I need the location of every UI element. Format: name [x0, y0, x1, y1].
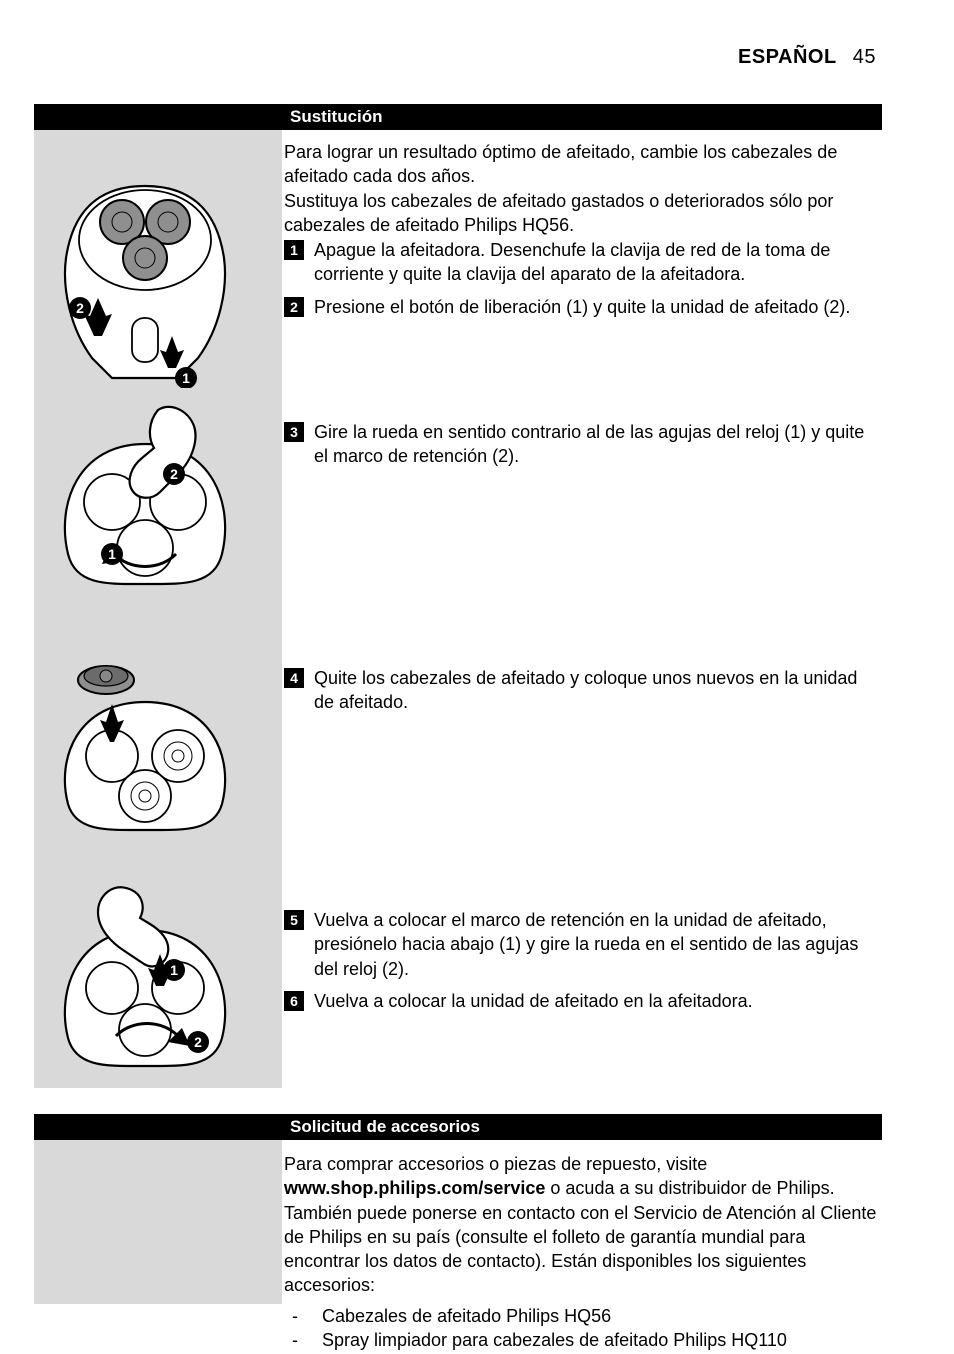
svg-text:1: 1: [108, 546, 116, 562]
bullet-dash-icon: -: [292, 1328, 322, 1352]
bullet-text: Spray limpiador para cabezales de afeita…: [322, 1328, 787, 1352]
section2-content: Para comprar accesorios o piezas de repu…: [284, 1152, 880, 1352]
illus-label-2: 2: [76, 300, 84, 316]
step-text: Vuelva a colocar la unidad de afeitado e…: [314, 989, 880, 1013]
step-1: 1 Apague la afeitadora. Desenchufe la cl…: [284, 238, 880, 287]
steps-group-a: 1 Apague la afeitadora. Desenchufe la cl…: [284, 238, 880, 327]
header-page-number: 45: [853, 46, 876, 68]
step-badge: 4: [284, 668, 304, 688]
step-badge: 6: [284, 991, 304, 1011]
illustration-shaver-release: 2 1: [48, 178, 242, 388]
step-badge: 2: [284, 297, 304, 317]
step-text: Vuelva a colocar el marco de retención e…: [314, 908, 880, 981]
accessories-list: - Cabezales de afeitado Philips HQ56 - S…: [284, 1304, 880, 1353]
step-badge: 1: [284, 240, 304, 260]
illustration-turn-wheel: 1 2: [48, 404, 242, 594]
step-5: 5 Vuelva a colocar el marco de retención…: [284, 908, 880, 981]
svg-text:2: 2: [170, 466, 178, 482]
step-3: 3 Gire la rueda en sentido contrario al …: [284, 420, 880, 469]
step-4: 4 Quite los cabezales de afeitado y colo…: [284, 666, 880, 715]
bullet-dash-icon: -: [292, 1304, 322, 1328]
steps-group-d: 5 Vuelva a colocar el marco de retención…: [284, 908, 880, 1021]
section1-intro: Para lograr un resultado óptimo de afeit…: [284, 140, 880, 237]
illustration-remove-heads: [48, 646, 242, 836]
accessories-intro: Para comprar accesorios o piezas de repu…: [284, 1152, 880, 1298]
intro-pre: Para comprar accesorios o piezas de repu…: [284, 1154, 707, 1174]
section-title-replacement: Sustitución: [34, 104, 882, 130]
illustration-replace-frame: 1 2: [48, 884, 242, 1074]
step-text: Gire la rueda en sentido contrario al de…: [314, 420, 880, 469]
list-item: - Spray limpiador para cabezales de afei…: [284, 1328, 880, 1352]
page-header: ESPAÑOL 45: [738, 44, 876, 71]
step-text: Quite los cabezales de afeitado y coloqu…: [314, 666, 880, 715]
step-text: Presione el botón de liberación (1) y qu…: [314, 295, 880, 319]
bullet-text: Cabezales de afeitado Philips HQ56: [322, 1304, 611, 1328]
list-item: - Cabezales de afeitado Philips HQ56: [284, 1304, 880, 1328]
svg-text:1: 1: [170, 962, 178, 978]
step-text: Apague la afeitadora. Desenchufe la clav…: [314, 238, 880, 287]
svg-text:2: 2: [194, 1034, 202, 1050]
step-6: 6 Vuelva a colocar la unidad de afeitado…: [284, 989, 880, 1013]
steps-group-b: 3 Gire la rueda en sentido contrario al …: [284, 420, 880, 477]
section-title-accessories: Solicitud de accesorios: [34, 1114, 882, 1140]
intro-text: Para lograr un resultado óptimo de afeit…: [284, 140, 880, 237]
illus-label-1: 1: [182, 370, 190, 386]
steps-group-c: 4 Quite los cabezales de afeitado y colo…: [284, 666, 880, 723]
intro-bold-url: www.shop.philips.com/service: [284, 1178, 545, 1198]
step-badge: 3: [284, 422, 304, 442]
sidebar-block-2: [34, 1114, 282, 1304]
step-2: 2 Presione el botón de liberación (1) y …: [284, 295, 880, 319]
step-badge: 5: [284, 910, 304, 930]
header-language: ESPAÑOL: [738, 46, 837, 68]
